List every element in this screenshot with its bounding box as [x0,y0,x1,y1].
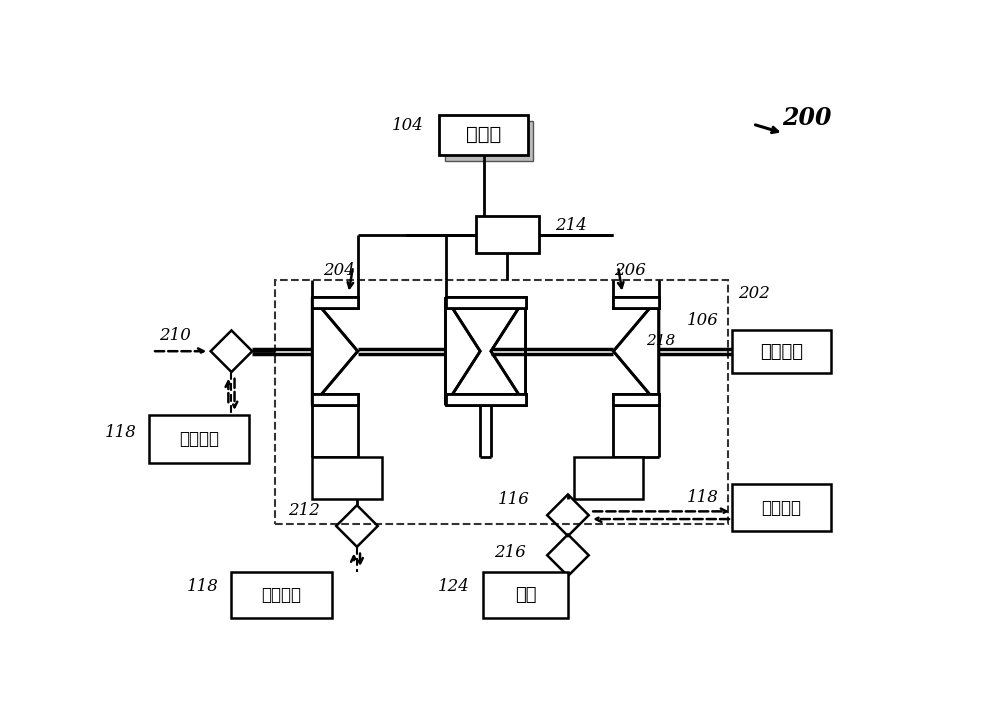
Bar [613,394,659,405]
Text: 辅助系统: 辅助系统 [179,430,219,448]
Bar [446,297,526,308]
Text: 214: 214 [555,217,587,234]
Bar [445,121,533,161]
Bar [446,297,526,308]
Text: 106: 106 [687,312,719,329]
Text: 118: 118 [105,424,137,441]
Bar [275,279,728,525]
Text: 118: 118 [186,578,218,595]
Bar [732,484,831,530]
Bar [446,394,526,405]
Text: 116: 116 [498,491,529,508]
Text: 124: 124 [438,578,470,595]
Bar [149,415,249,463]
Text: 辅助系统: 辅助系统 [262,586,302,605]
Bar [312,394,358,405]
Bar [732,330,831,373]
Bar [312,297,358,308]
Bar [613,297,659,308]
Text: 216: 216 [494,545,526,561]
Text: 燃料源: 燃料源 [466,125,501,144]
Text: 212: 212 [288,502,320,519]
Bar [312,394,358,405]
Text: 206: 206 [614,262,645,279]
Bar [231,573,332,618]
Bar [613,297,659,308]
Bar [613,394,659,405]
Bar [446,394,526,405]
Bar [312,457,382,499]
Text: 减噪: 减噪 [515,586,536,605]
Text: 210: 210 [159,327,191,344]
Text: 从动设备: 从动设备 [760,342,803,361]
Bar [439,115,528,155]
Bar [574,457,643,499]
Text: 辅助系统: 辅助系统 [761,498,801,516]
Bar [312,297,358,308]
Text: 202: 202 [738,285,770,302]
Text: 118: 118 [687,489,719,506]
Bar [476,217,539,253]
Bar [483,573,568,618]
Text: 204: 204 [323,262,355,279]
Text: 104: 104 [392,117,424,134]
Text: 218: 218 [646,334,676,348]
Text: 200: 200 [782,106,831,130]
